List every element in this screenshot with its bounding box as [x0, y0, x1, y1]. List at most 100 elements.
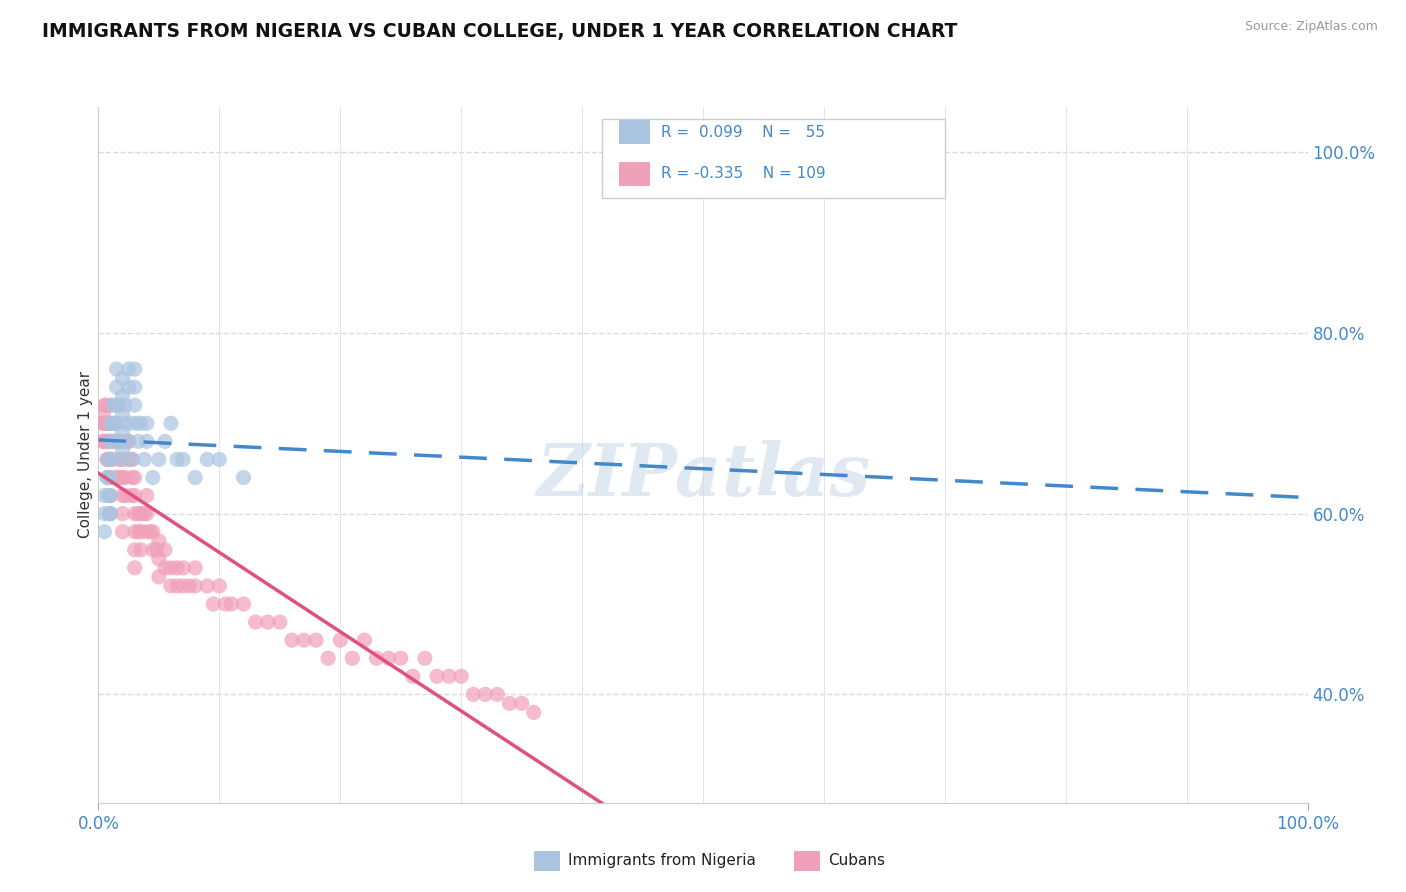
Point: [96, 470, 118, 484]
Point: [101, 434, 124, 449]
Point: [101, 417, 124, 431]
Point: [93, 398, 115, 412]
Point: [100, 507, 122, 521]
Point: [111, 389, 134, 403]
Point: [100, 452, 122, 467]
Point: [142, 524, 165, 539]
Point: [402, 669, 425, 683]
Point: [114, 398, 136, 412]
Point: [129, 507, 152, 521]
Point: [100, 434, 122, 449]
Point: [245, 615, 267, 629]
Point: [135, 507, 157, 521]
Point: [97, 452, 120, 467]
Point: [100, 417, 122, 431]
Point: [93, 507, 115, 521]
Point: [437, 669, 460, 683]
Point: [97, 470, 120, 484]
Point: [108, 452, 131, 467]
Point: [172, 452, 194, 467]
Point: [105, 380, 128, 394]
Point: [166, 579, 188, 593]
Point: [101, 452, 124, 467]
Point: [281, 633, 304, 648]
Point: [127, 524, 149, 539]
Point: [111, 452, 134, 467]
Point: [105, 470, 128, 484]
Point: [98, 507, 121, 521]
Text: R =  0.099    N =   55: R = 0.099 N = 55: [661, 125, 825, 139]
Point: [166, 561, 188, 575]
Point: [142, 542, 165, 557]
Point: [121, 452, 143, 467]
Point: [115, 434, 138, 449]
Point: [129, 542, 152, 557]
Point: [111, 407, 134, 421]
Point: [100, 398, 122, 412]
Point: [221, 597, 243, 611]
Point: [166, 452, 188, 467]
Point: [111, 443, 134, 458]
Point: [104, 417, 127, 431]
Point: [121, 452, 143, 467]
Point: [160, 417, 183, 431]
Point: [108, 452, 131, 467]
Point: [195, 452, 218, 467]
Point: [118, 434, 141, 449]
Point: [124, 380, 146, 394]
Point: [342, 651, 364, 665]
Point: [100, 452, 122, 467]
Point: [127, 507, 149, 521]
Point: [93, 489, 115, 503]
Point: [114, 417, 136, 431]
Point: [111, 371, 134, 385]
Point: [111, 425, 134, 440]
Point: [184, 470, 207, 484]
Point: [100, 417, 122, 431]
Point: [97, 452, 120, 467]
Point: [148, 551, 170, 566]
Point: [523, 706, 546, 720]
Point: [256, 615, 278, 629]
Point: [121, 470, 143, 484]
Point: [135, 524, 157, 539]
Point: [91, 407, 114, 421]
Point: [127, 434, 149, 449]
Point: [135, 417, 157, 431]
Point: [100, 507, 122, 521]
Point: [153, 561, 176, 575]
Point: [100, 489, 122, 503]
Point: [316, 651, 339, 665]
Point: [93, 417, 115, 431]
Point: [172, 579, 194, 593]
Point: [305, 633, 328, 648]
Point: [96, 452, 118, 467]
Point: [142, 470, 165, 484]
Text: IMMIGRANTS FROM NIGERIA VS CUBAN COLLEGE, UNDER 1 YEAR CORRELATION CHART: IMMIGRANTS FROM NIGERIA VS CUBAN COLLEGE…: [42, 22, 957, 41]
Point: [108, 470, 131, 484]
Point: [124, 362, 146, 376]
Point: [195, 579, 218, 593]
Point: [134, 452, 156, 467]
Point: [353, 633, 375, 648]
Text: ZIPatlas: ZIPatlas: [536, 441, 870, 511]
Point: [103, 434, 125, 449]
Point: [145, 542, 167, 557]
Point: [108, 434, 131, 449]
Point: [148, 570, 170, 584]
Point: [135, 434, 157, 449]
Point: [179, 579, 201, 593]
Point: [105, 362, 128, 376]
Point: [329, 633, 352, 648]
Point: [124, 524, 146, 539]
Point: [214, 597, 236, 611]
Point: [208, 579, 231, 593]
Text: Source: ZipAtlas.com: Source: ZipAtlas.com: [1244, 20, 1378, 33]
Point: [124, 398, 146, 412]
Point: [129, 417, 152, 431]
Point: [104, 417, 127, 431]
Point: [124, 561, 146, 575]
Point: [292, 633, 315, 648]
Point: [91, 434, 114, 449]
Point: [100, 470, 122, 484]
